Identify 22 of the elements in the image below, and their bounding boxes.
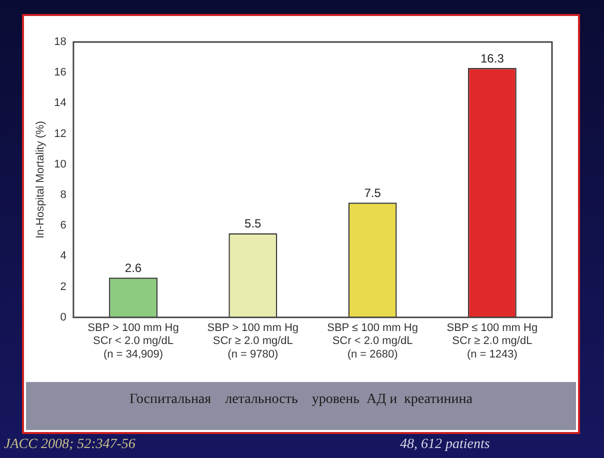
text: Госпитальная летальность уровень АД и креатинина [26,382,576,430]
data-label: 7.5 [364,186,382,200]
y-tick-label: 18 [54,36,66,48]
y-tick-label: 2 [60,280,66,293]
y-tick-label: 6 [60,220,66,232]
y-tick-label: 14 [54,97,66,110]
text: 48, 612 patients [400,437,490,453]
data-label: 2.6 [124,260,142,275]
data-label: 5.5 [244,216,262,231]
text: JACC 2008; 52:347-56 [4,437,136,453]
x-tick-label: SBP > 100 mm Hg SCr < 2.0 mg/dL (n = 34,909) [88,322,179,360]
y-tick-label: 4 [60,250,66,262]
y-axis-title: In-Hospital Mortality (%) [34,121,47,238]
x-tick-label: SBP ≤ 100 mm Hg SCr < 2.0 mg/dL (n = 2680) [327,322,418,360]
data-label: 16.3 [480,51,504,66]
y-tick-label: 8 [60,189,66,202]
y-tick-label: 16 [54,66,66,79]
y-tick-label: 0 [60,311,66,324]
x-tick-label: SBP > 100 mm Hg SCr ≥ 2.0 mg/dL (n = 9780) [207,322,298,360]
y-tick-label: 10 [54,158,66,170]
y-tick-label: 12 [54,128,66,140]
x-tick-label: SBP ≤ 100 mm Hg SCr ≥ 2.0 mg/dL (n = 1243) [446,322,538,360]
